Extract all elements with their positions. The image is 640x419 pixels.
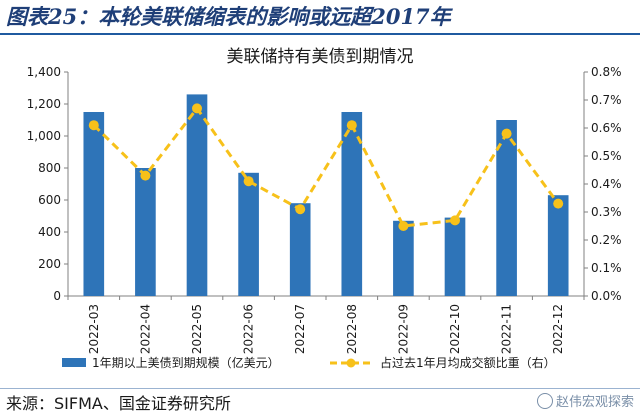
right-tick-label: 0.8% [591,65,622,79]
bar [186,94,208,297]
x-tick-label: 2022-07 [293,304,307,354]
x-tick-label: 2022-06 [242,304,256,354]
line-point [346,120,357,131]
line-point [450,215,460,226]
legend-swatch-marker [346,358,356,368]
bar [341,112,363,296]
left-tick-label: 200 [38,257,61,271]
x-tick-label: 2022-03 [87,304,101,354]
line-point [501,128,512,139]
left-tick-label: 600 [38,193,61,207]
line-point [553,198,564,209]
line-point [243,176,254,187]
legend: 1年期以上美债到期规模（亿美元） 占过去1年月均成交额比重（右） [62,355,556,370]
right-tick-label: 0.0% [591,289,622,303]
bar [496,120,517,296]
x-tick-label: 2022-04 [138,304,152,354]
bottom-rule [0,388,640,389]
line-point [88,120,99,131]
right-tick-label: 0.7% [591,93,622,107]
line-point [140,170,151,181]
chart-title: 美联储持有美债到期情况 [227,47,414,67]
x-tick-label: 2022-08 [345,304,359,354]
x-tick-label: 2022-09 [396,304,410,354]
bar [444,217,466,296]
bar [393,220,414,296]
line-point [398,221,409,231]
bar [547,195,569,296]
watermark-icon [536,393,553,409]
title-rule [0,33,640,35]
source-note: 来源：SIFMA、国金证券研究所 [6,394,231,413]
plot-area: 0 200 400 600 800 1,000 1,200 1,400 0.0% 0.1% 0.2%… [27,65,622,354]
left-tick-label: 1,000 [27,129,61,143]
legend-label-line: 占过去1年月均成交额比重（右） [380,355,556,370]
right-tick-label: 0.4% [591,177,622,191]
line-series [92,106,560,228]
x-tick-label: 2022-11 [500,304,514,354]
chart: 美联储持有美债到期情况 0 200 400 600 800 1,000 1,200 1,400… [27,47,622,370]
figure-title: 图表25：本轮美联储缩表的影响或远超2017年 [6,4,451,29]
left-tick-label: 400 [38,225,61,239]
watermark: 赵伟宏观探索 [536,392,634,414]
x-tick-label: 2022-12 [551,304,565,354]
x-tick-label: 2022-10 [448,304,462,354]
right-tick-label: 0.3% [591,205,622,219]
right-tick-label: 0.5% [591,149,622,163]
legend-label-bar: 1年期以上美债到期规模（亿美元） [92,355,280,370]
line-point [295,204,306,215]
x-tick-label: 2022-05 [190,304,204,354]
left-tick-label: 1,400 [27,65,61,79]
bar [135,168,156,296]
bar [83,112,105,296]
watermark-text: 赵伟宏观探索 [555,395,634,410]
left-tick-label: 800 [38,161,61,175]
left-tick-label: 0 [53,289,61,303]
left-tick-label: 1,200 [27,97,61,111]
bar [289,203,311,296]
bar [238,172,259,296]
right-tick-label: 0.1% [591,261,622,275]
right-tick-label: 0.2% [591,233,622,247]
line-point [192,103,202,114]
right-tick-label: 0.6% [591,121,622,135]
legend-swatch-bar [62,358,86,367]
